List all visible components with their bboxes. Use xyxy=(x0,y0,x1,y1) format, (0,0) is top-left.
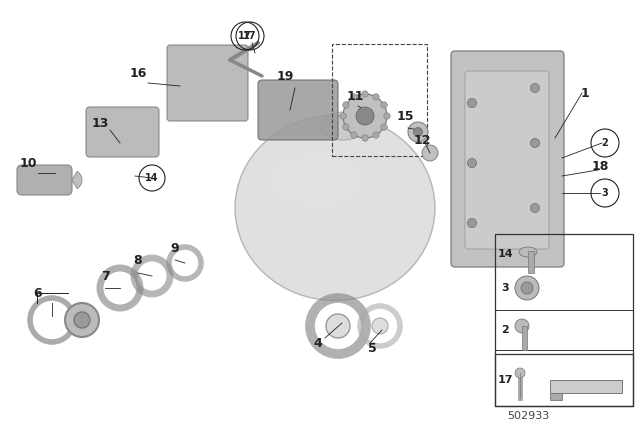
Text: 18: 18 xyxy=(591,159,609,172)
Text: 12: 12 xyxy=(413,134,431,146)
Text: 13: 13 xyxy=(92,116,109,129)
Text: 14: 14 xyxy=(497,249,513,259)
Circle shape xyxy=(373,94,380,100)
Circle shape xyxy=(515,368,525,378)
Text: 14: 14 xyxy=(145,173,159,183)
Text: 9: 9 xyxy=(171,241,179,254)
Bar xyxy=(332,44,427,156)
Text: 2: 2 xyxy=(602,138,609,148)
Text: 16: 16 xyxy=(129,66,147,79)
Circle shape xyxy=(179,257,191,269)
Ellipse shape xyxy=(235,116,435,301)
Circle shape xyxy=(467,219,477,228)
Circle shape xyxy=(381,102,387,108)
Text: 3: 3 xyxy=(501,283,509,293)
Text: 7: 7 xyxy=(100,270,109,283)
FancyBboxPatch shape xyxy=(167,45,248,121)
Bar xyxy=(528,251,534,273)
Text: 1: 1 xyxy=(580,86,589,99)
Circle shape xyxy=(351,132,357,138)
Circle shape xyxy=(343,102,349,108)
Text: 4: 4 xyxy=(314,336,323,349)
Circle shape xyxy=(413,128,422,137)
Ellipse shape xyxy=(321,112,365,140)
Circle shape xyxy=(343,124,349,130)
Wedge shape xyxy=(72,171,82,189)
Circle shape xyxy=(372,318,388,334)
Circle shape xyxy=(422,145,438,161)
Text: 17: 17 xyxy=(497,375,513,385)
Circle shape xyxy=(362,135,368,141)
Circle shape xyxy=(467,159,477,168)
Circle shape xyxy=(373,132,380,138)
Circle shape xyxy=(515,319,529,333)
Circle shape xyxy=(531,138,540,147)
FancyBboxPatch shape xyxy=(258,80,338,140)
Text: 6: 6 xyxy=(34,287,42,300)
Polygon shape xyxy=(550,393,562,400)
Text: 2: 2 xyxy=(501,325,509,335)
Text: 11: 11 xyxy=(346,90,364,103)
Circle shape xyxy=(381,124,387,130)
Text: 15: 15 xyxy=(396,109,413,122)
Bar xyxy=(495,234,633,406)
Text: 3: 3 xyxy=(602,188,609,198)
Circle shape xyxy=(65,303,99,337)
Ellipse shape xyxy=(519,247,537,257)
Text: 17: 17 xyxy=(243,31,257,41)
Circle shape xyxy=(111,279,129,297)
FancyBboxPatch shape xyxy=(451,51,564,267)
Circle shape xyxy=(74,312,90,328)
Text: 17: 17 xyxy=(238,31,252,41)
FancyBboxPatch shape xyxy=(17,165,72,195)
Circle shape xyxy=(521,282,533,294)
Circle shape xyxy=(515,276,539,300)
Circle shape xyxy=(356,107,374,125)
Bar xyxy=(522,326,527,350)
Circle shape xyxy=(326,314,350,338)
Bar xyxy=(495,354,633,406)
Text: 8: 8 xyxy=(134,254,142,267)
Circle shape xyxy=(531,83,540,92)
Text: 10: 10 xyxy=(19,156,36,169)
Circle shape xyxy=(145,268,159,284)
FancyBboxPatch shape xyxy=(86,107,159,157)
Circle shape xyxy=(362,91,368,97)
Ellipse shape xyxy=(272,152,362,207)
Text: 19: 19 xyxy=(276,69,294,82)
Polygon shape xyxy=(550,380,622,393)
Circle shape xyxy=(351,94,357,100)
Text: 502933: 502933 xyxy=(507,411,549,421)
Circle shape xyxy=(467,99,477,108)
Text: 5: 5 xyxy=(367,341,376,354)
Circle shape xyxy=(343,94,387,138)
Circle shape xyxy=(384,113,390,119)
Circle shape xyxy=(531,203,540,212)
FancyBboxPatch shape xyxy=(465,71,549,249)
Circle shape xyxy=(340,113,346,119)
Circle shape xyxy=(408,122,428,142)
